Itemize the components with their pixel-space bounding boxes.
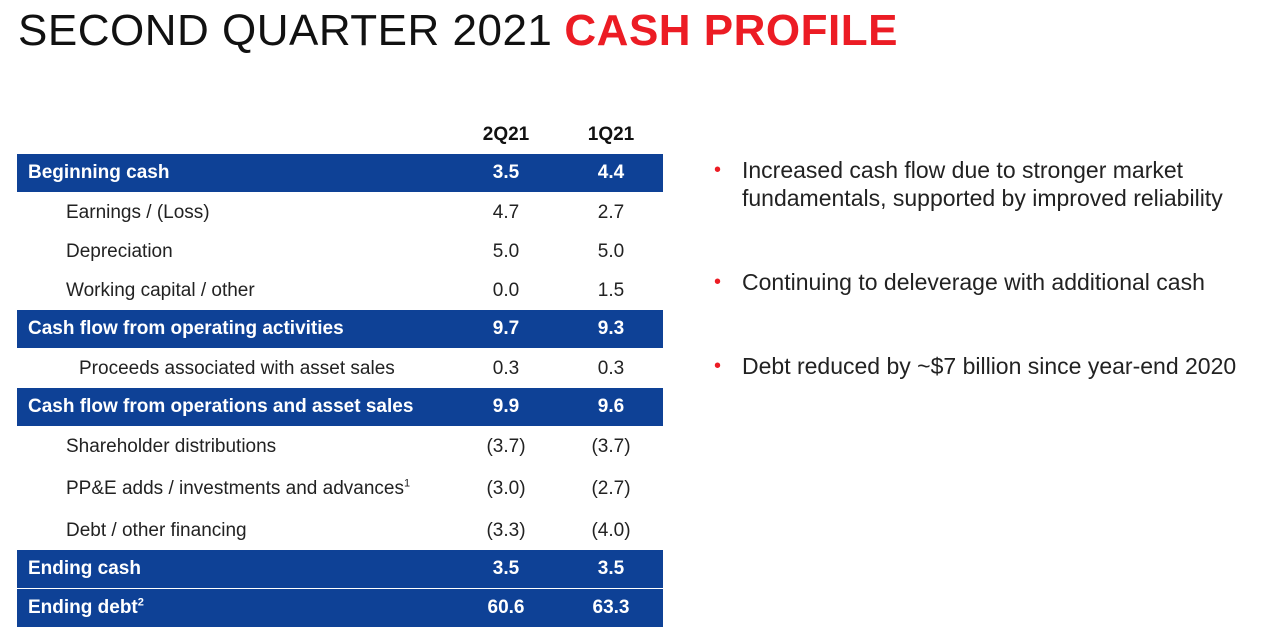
row-ending-cash: Ending cash 3.5 3.5 <box>17 550 663 588</box>
value-2q21: 3.5 <box>492 162 520 183</box>
bullet-text: Continuing to deleverage with additional… <box>742 269 1205 295</box>
row-depreciation: Depreciation 5.0 5.0 <box>17 232 663 271</box>
row-debt-other-financing: Debt / other financing (3.3) (4.0) <box>17 511 663 550</box>
row-beginning-cash: Beginning cash 3.5 4.4 <box>17 154 663 192</box>
row-asset-sale-proceeds: Proceeds associated with asset sales 0.3… <box>17 349 663 388</box>
page-title: SECOND QUARTER 2021 CASH PROFILE <box>18 6 898 56</box>
row-label: Ending debt2 <box>28 597 144 619</box>
row-label: Shareholder distributions <box>66 435 277 457</box>
row-label-text: Ending debt <box>28 597 138 618</box>
value-1q21: 9.6 <box>597 396 625 417</box>
value-2q21: (3.0) <box>486 477 526 499</box>
row-label: Cash flow from operating activities <box>28 318 344 339</box>
bullet-dot-icon: • <box>714 159 722 181</box>
row-label: Beginning cash <box>28 162 170 183</box>
bullet-item: • Debt reduced by ~$7 billion since year… <box>712 352 1280 380</box>
value-1q21: (2.7) <box>591 477 631 499</box>
row-label-text: PP&E adds / investments and advances <box>66 477 404 499</box>
value-2q21: 60.6 <box>487 597 525 618</box>
row-label: Earnings / (Loss) <box>66 201 210 223</box>
bullet-dot-icon: • <box>714 355 722 377</box>
value-1q21: 2.7 <box>597 201 625 223</box>
value-1q21: (3.7) <box>591 435 631 457</box>
bullet-item: • Continuing to deleverage with addition… <box>712 268 1280 296</box>
value-2q21: 4.7 <box>492 201 520 223</box>
row-earnings-loss: Earnings / (Loss) 4.7 2.7 <box>17 193 663 232</box>
row-label: Depreciation <box>66 240 173 262</box>
value-1q21: 0.3 <box>597 357 625 379</box>
value-2q21: 3.5 <box>492 558 520 579</box>
row-cash-flow-operations-asset-sales: Cash flow from operations and asset sale… <box>17 388 663 426</box>
row-cash-flow-operating: Cash flow from operating activities 9.7 … <box>17 310 663 348</box>
column-header-1q21: 1Q21 <box>587 124 635 145</box>
column-header-2q21: 2Q21 <box>482 124 530 145</box>
row-label: Ending cash <box>28 558 141 579</box>
bullet-text: Increased cash flow due to stronger mark… <box>742 157 1223 211</box>
row-shareholder-distributions: Shareholder distributions (3.7) (3.7) <box>17 427 663 466</box>
value-2q21: 0.0 <box>492 279 520 301</box>
row-ending-debt: Ending debt2 60.6 63.3 <box>17 589 663 627</box>
row-label: PP&E adds / investments and advances1 <box>66 478 410 500</box>
row-label: Debt / other financing <box>66 519 247 541</box>
cash-profile-table: 2Q21 1Q21 Beginning cash 3.5 4.4 Earning… <box>17 116 663 628</box>
title-main: SECOND QUARTER 2021 <box>18 6 553 55</box>
value-1q21: (4.0) <box>591 519 631 541</box>
footnote-marker: 2 <box>137 596 144 609</box>
value-2q21: 0.3 <box>492 357 520 379</box>
row-label: Working capital / other <box>66 279 255 301</box>
row-label: Cash flow from operations and asset sale… <box>28 396 414 417</box>
footnote-marker: 1 <box>403 477 411 490</box>
value-2q21: 5.0 <box>492 240 520 262</box>
row-ppe-adds: PP&E adds / investments and advances1 (3… <box>17 466 663 511</box>
value-1q21: 9.3 <box>597 318 625 339</box>
value-1q21: 3.5 <box>597 558 625 579</box>
value-1q21: 1.5 <box>597 279 625 301</box>
bullet-item: • Increased cash flow due to stronger ma… <box>712 156 1280 212</box>
row-working-capital: Working capital / other 0.0 1.5 <box>17 271 663 310</box>
value-2q21: 9.7 <box>492 318 520 339</box>
value-1q21: 4.4 <box>597 162 625 183</box>
highlights-list: • Increased cash flow due to stronger ma… <box>712 156 1280 380</box>
value-2q21: 9.9 <box>492 396 520 417</box>
title-highlight: CASH PROFILE <box>564 6 898 55</box>
bullet-dot-icon: • <box>714 271 722 293</box>
row-label: Proceeds associated with asset sales <box>79 357 395 379</box>
bullet-text: Debt reduced by ~$7 billion since year-e… <box>742 353 1237 379</box>
value-2q21: (3.7) <box>486 435 526 457</box>
value-1q21: 63.3 <box>592 597 630 618</box>
table-header: 2Q21 1Q21 <box>17 116 663 154</box>
value-2q21: (3.3) <box>486 519 526 541</box>
value-1q21: 5.0 <box>597 240 625 262</box>
